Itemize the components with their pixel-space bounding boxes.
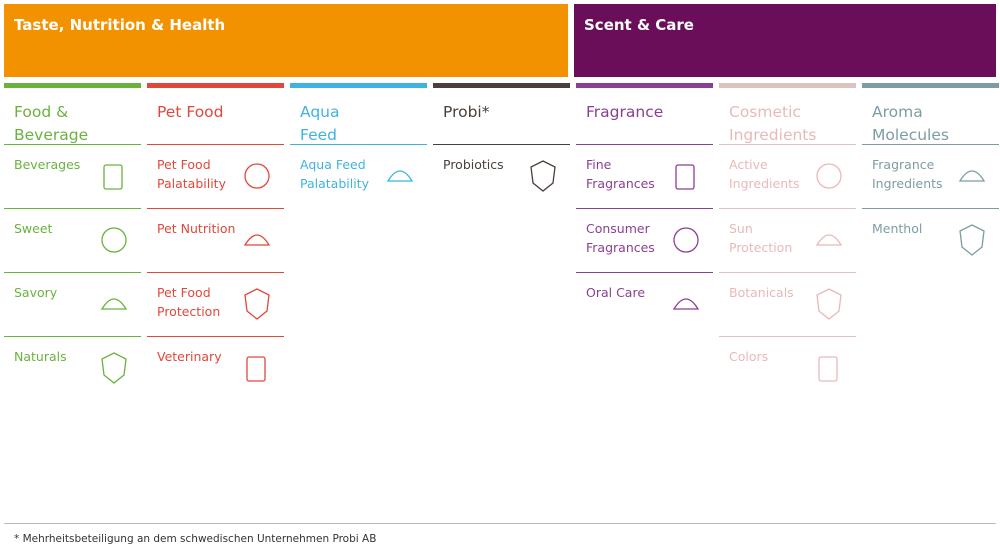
item-label: Active Ingredients [729,157,800,191]
column-title: Fragrance [586,103,664,121]
icon [386,170,414,182]
item: Pet Food Palatability [147,144,284,208]
item: Savory [4,272,141,336]
icon [103,164,123,190]
icon [958,170,986,182]
item: Sweet [4,208,141,272]
icon [244,163,270,189]
column-top-bar [862,83,999,88]
column-title: Food & Beverage [14,103,89,144]
item-label: Menthol [872,221,923,236]
icon [101,352,127,384]
item-label: Pet Food Protection [157,285,221,319]
item-label: Botanicals [729,285,794,300]
column: Aroma Molecules Fragrance Ingredients Ment… [862,83,999,272]
item: Pet Nutrition [147,208,284,272]
column-title: Cosmetic Ingredients [729,103,817,144]
column: Cosmetic Ingredients Active Ingredients Su… [719,83,856,400]
icon [673,227,699,253]
item-label: Consumer Fragrances [586,221,655,255]
column-top-bar [4,83,141,88]
item: Aqua Feed Palatability [290,144,427,208]
item: Beverages [4,144,141,208]
column: Fragrance Fine Fragrances Consumer Fragran… [576,83,713,336]
item-label: Naturals [14,349,67,364]
icon [816,163,842,189]
column-top-bar [576,83,713,88]
column: Probi* Probiotics [433,83,570,208]
item: Botanicals [719,272,856,336]
column: Pet Food Pet Food Palatability Pet Nutriti… [147,83,284,400]
item-label: Colors [729,349,769,364]
column-top-bar [147,83,284,88]
item-label: Veterinary [157,349,222,364]
item-label: Beverages [14,157,81,172]
column-title: Pet Food [157,103,224,121]
group-header: Taste, Nutrition & Health [4,4,568,77]
icon [672,298,700,310]
column-title: Aroma Molecules [872,103,949,144]
item-label: Fragrance Ingredients [872,157,943,191]
column-title: Probi* [443,103,490,121]
icon [246,356,266,382]
column-top-bar [433,83,570,88]
icon [815,234,843,246]
item-label: Probiotics [443,157,504,172]
icon [530,160,556,192]
item: Pet Food Protection [147,272,284,336]
footer-line [4,523,996,524]
icon [100,298,128,310]
column: Food & Beverage Beverages Sweet Savory Natur… [4,83,141,400]
item-label: Aqua Feed Palatability [300,157,369,191]
item: Naturals [4,336,141,400]
item-label: Sweet [14,221,53,236]
icon [959,224,985,256]
group-header: Scent & Care [574,4,996,77]
footnote: * Mehrheitsbeteiligung an dem schwedisch… [14,533,377,545]
item: Active Ingredients [719,144,856,208]
icon [243,234,271,246]
column: Aqua Feed Aqua Feed Palatability [290,83,427,208]
item: Fragrance Ingredients [862,144,999,208]
column-title: Aqua Feed [300,103,340,144]
item-label: Sun Protection [729,221,793,255]
item: Colors [719,336,856,400]
item: Menthol [862,208,999,272]
item: Fine Fragrances [576,144,713,208]
item-label: Pet Food Palatability [157,157,226,191]
item: Veterinary [147,336,284,400]
item-label: Oral Care [586,285,646,300]
item-label: Pet Nutrition [157,221,236,236]
item: Sun Protection [719,208,856,272]
icon [675,164,695,190]
item: Consumer Fragrances [576,208,713,272]
icon [818,356,838,382]
column-top-bar [290,83,427,88]
column-top-bar [719,83,856,88]
item: Oral Care [576,272,713,336]
icon [244,288,270,320]
icon [816,288,842,320]
item: Probiotics [433,144,570,208]
item-label: Savory [14,285,58,300]
icon [101,227,127,253]
item-label: Fine Fragrances [586,157,655,191]
